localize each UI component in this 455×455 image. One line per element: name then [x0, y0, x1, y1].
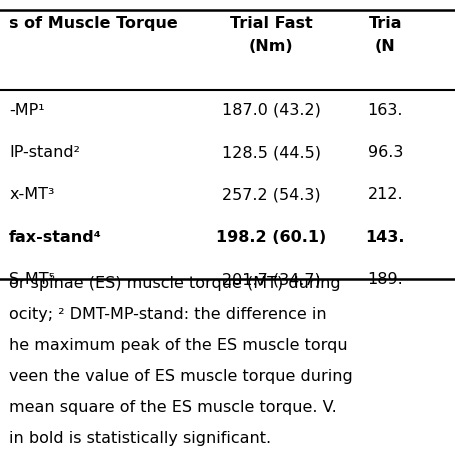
Text: 257.2 (54.3): 257.2 (54.3)	[222, 187, 320, 202]
Text: or spinae (ES) muscle torque (MT) during: or spinae (ES) muscle torque (MT) during	[9, 275, 340, 290]
Text: IP-stand²: IP-stand²	[9, 145, 80, 160]
Text: 163.: 163.	[367, 102, 402, 117]
Text: s of Muscle Torque: s of Muscle Torque	[9, 16, 177, 31]
Text: Tria: Tria	[368, 16, 401, 31]
Text: 212.: 212.	[367, 187, 402, 202]
Text: fax-stand⁴: fax-stand⁴	[9, 229, 101, 244]
Text: in bold is statistically significant.: in bold is statistically significant.	[9, 430, 271, 445]
Text: ocity; ² DMT-MP-stand: the difference in: ocity; ² DMT-MP-stand: the difference in	[9, 306, 326, 321]
Text: x-MT³: x-MT³	[9, 187, 55, 202]
Text: 187.0 (43.2): 187.0 (43.2)	[222, 102, 320, 117]
Text: -MP¹: -MP¹	[9, 102, 45, 117]
Text: Trial Fast: Trial Fast	[229, 16, 312, 31]
Text: 143.: 143.	[365, 229, 404, 244]
Text: (N: (N	[374, 39, 395, 54]
Text: (Nm): (Nm)	[248, 39, 293, 54]
Text: 96.3: 96.3	[367, 145, 402, 160]
Text: mean square of the ES muscle torque. V.: mean square of the ES muscle torque. V.	[9, 399, 336, 414]
Text: veen the value of ES muscle torque during: veen the value of ES muscle torque durin…	[9, 368, 352, 383]
Text: 189.: 189.	[367, 272, 402, 287]
Text: S-MT⁵: S-MT⁵	[9, 272, 55, 287]
Text: 128.5 (44.5): 128.5 (44.5)	[221, 145, 320, 160]
Text: 198.2 (60.1): 198.2 (60.1)	[216, 229, 326, 244]
Text: 201.7 (34.7): 201.7 (34.7)	[222, 272, 320, 287]
Text: he maximum peak of the ES muscle torqu: he maximum peak of the ES muscle torqu	[9, 337, 347, 352]
